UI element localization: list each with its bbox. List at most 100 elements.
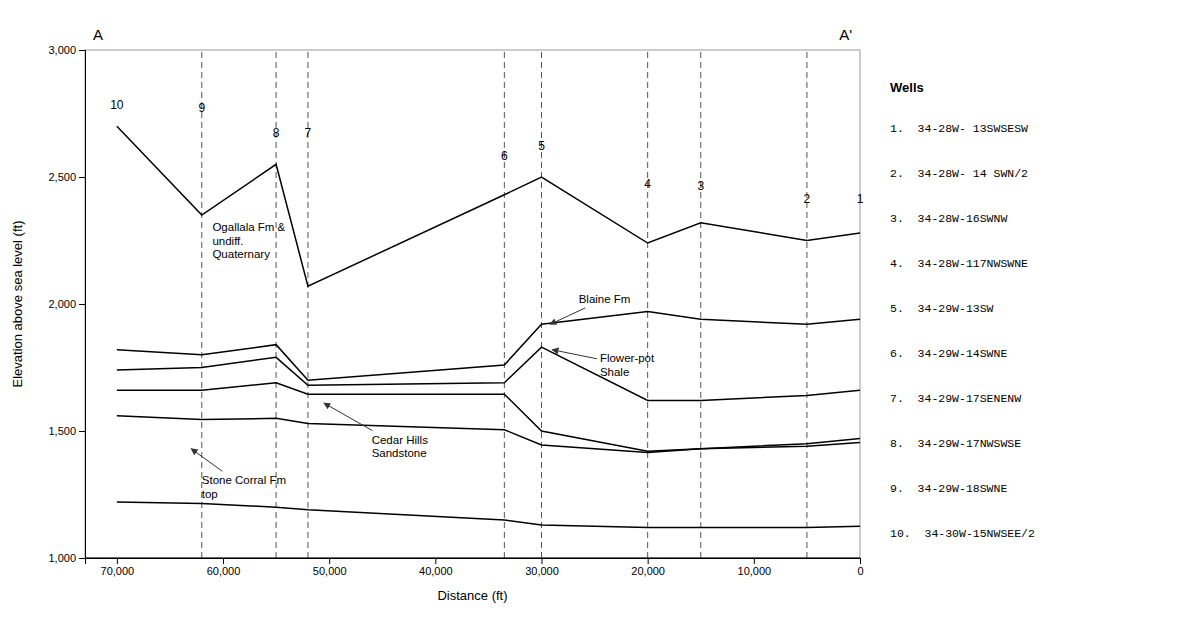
y-tick-label: 2,000 (48, 298, 76, 310)
well-list-item: 7. 34-29W-17SENENW (890, 392, 1021, 405)
x-tick: 40,000 (419, 558, 453, 577)
x-tick-mark (754, 558, 755, 564)
layer-line (117, 383, 860, 452)
well-list-title: Wells (890, 80, 924, 95)
x-tick-mark (223, 558, 224, 564)
x-tick: 30,000 (525, 558, 559, 577)
y-tick: 3,000 (48, 44, 85, 56)
annotation: Blaine Fm (579, 293, 631, 305)
annotation-arrow (324, 403, 373, 431)
y-tick-mark (79, 431, 85, 432)
y-axis-title: Elevation above sea level (ft) (10, 221, 25, 388)
x-tick: 60,000 (207, 558, 241, 577)
well-line (700, 50, 701, 558)
section-end-label: A' (839, 26, 852, 43)
well-list-item: 5. 34-29W-13SW (890, 302, 994, 315)
well-list-item: 6. 34-29W-14SWNE (890, 347, 1007, 360)
well-list-item: 10. 34-30W-15NWSEE/2 (890, 527, 1035, 540)
layer-line (117, 347, 860, 400)
well-line (647, 50, 648, 558)
x-tick-label: 70,000 (101, 565, 135, 577)
layer-line (117, 312, 860, 381)
well-list-item: 4. 34-28W-117NWSWNE (890, 257, 1028, 270)
annotation: Cedar HillsSandstone (372, 434, 428, 459)
x-tick: 10,000 (738, 558, 772, 577)
x-tick: 0 (857, 558, 863, 577)
x-tick-label: 0 (857, 565, 863, 577)
y-tick-label: 2,500 (48, 171, 76, 183)
chart: 0 10,000 20,000 30,000 40,000 50,000 60,000 70,… (0, 0, 1200, 618)
x-tick-label: 50,000 (313, 565, 347, 577)
section-end-label: A (93, 26, 103, 43)
annotation-line: Cedar Hills (372, 434, 428, 446)
well-label: 4 (644, 177, 651, 191)
x-tick: 70,000 (101, 558, 135, 577)
y-axis-line (79, 51, 86, 559)
well-label: 6 (501, 149, 508, 163)
well-list-item: 1. 34-28W- 13SWSESW (890, 122, 1028, 135)
annotation-line: Blaine Fm (579, 293, 631, 305)
y-tick: 2,000 (48, 298, 85, 310)
annotation-arrow (550, 308, 585, 324)
annotation: Ogallala Fm & undiff.Quaternary (212, 221, 285, 259)
x-tick-label: 40,000 (419, 565, 453, 577)
annotation-line: Quaternary (212, 248, 270, 260)
x-tick-mark (329, 558, 330, 564)
x-tick-mark (117, 558, 118, 564)
well-label: 1 (857, 192, 864, 206)
annotation-line: Sandstone (372, 447, 427, 459)
well-label: 2 (804, 192, 811, 206)
well-line (806, 50, 807, 558)
x-tick-mark (860, 558, 861, 564)
y-tick: 2,500 (48, 171, 85, 183)
y-tick-label: 1,000 (48, 552, 76, 564)
x-tick: 20,000 (631, 558, 665, 577)
y-axis: 1,000 1,500 2,000 2,500 3,000 (48, 44, 85, 564)
annotation: Stone Corral Fm top (202, 474, 286, 499)
y-tick-mark (79, 177, 85, 178)
well-label: 3 (697, 179, 704, 193)
annotation-arrow (191, 449, 222, 472)
plot-area (85, 50, 860, 558)
reference-line (85, 558, 860, 559)
well-label: 5 (538, 139, 545, 153)
well-line (504, 50, 505, 558)
well-label: 8 (273, 126, 280, 140)
annotation-line: Shale (600, 366, 629, 378)
x-axis-title: Distance (ft) (437, 588, 507, 603)
y-tick-mark (79, 304, 85, 305)
layer-line (117, 416, 860, 453)
x-axis: 0 10,000 20,000 30,000 40,000 50,000 60,000 70,… (86, 558, 864, 577)
x-tick-label: 30,000 (525, 565, 559, 577)
y-tick-mark (79, 50, 85, 51)
annotation-line: Stone Corral Fm (202, 474, 286, 486)
y-tick-mark (79, 558, 85, 559)
well-label: 9 (198, 101, 205, 115)
annotation-line: Flower-pot (600, 352, 655, 364)
layer-line (117, 126, 860, 286)
annotation-line: Ogallala Fm & (212, 221, 285, 233)
x-tick-label: 10,000 (738, 565, 772, 577)
well-label: 10 (110, 98, 124, 112)
plot-frame (85, 50, 860, 558)
y-tick-label: 1,500 (48, 425, 76, 437)
annotation: Flower-pot Shale (600, 352, 655, 377)
x-tick-label: 60,000 (207, 565, 241, 577)
x-tick-mark (435, 558, 436, 564)
annotation-arrow (552, 350, 597, 359)
well-line (541, 50, 542, 558)
x-tick-label: 20,000 (631, 565, 665, 577)
x-axis-line (86, 559, 861, 565)
annotation-line: undiff. (212, 235, 243, 247)
x-tick-mark (648, 558, 649, 564)
y-tick-label: 3,000 (48, 44, 76, 56)
x-tick-mark (542, 558, 543, 564)
annotation-line: top (202, 488, 218, 500)
x-tick: 50,000 (313, 558, 347, 577)
layer-line (117, 502, 860, 527)
well-list-item: 2. 34-28W- 14 SWN/2 (890, 167, 1028, 180)
well-list-item: 8. 34-29W-17NWSWSE (890, 437, 1021, 450)
well-list-item: 9. 34-29W-18SWNE (890, 482, 1007, 495)
well-label: 7 (305, 126, 312, 140)
y-tick: 1,000 (48, 552, 85, 564)
